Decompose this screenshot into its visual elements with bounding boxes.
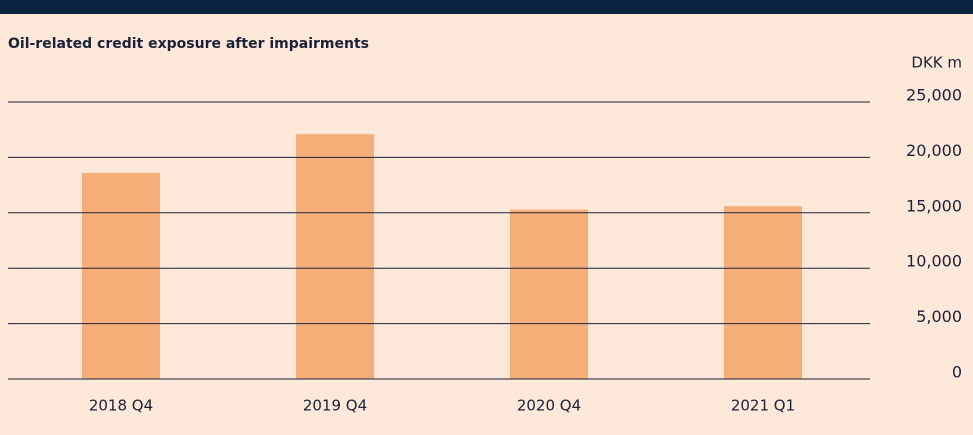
y-tick-label: 20,000 [906,141,962,160]
bar [724,206,802,379]
top-band [0,0,973,14]
bar [82,172,160,379]
y-tick-label: 0 [952,363,962,382]
y-tick-label: 25,000 [906,86,962,105]
x-tick-label: 2018 Q4 [89,397,153,415]
y-tick-label: 10,000 [906,252,962,271]
bar [510,209,588,379]
chart-title: Oil-related credit exposure after impair… [8,36,369,52]
y-tick-label: 15,000 [906,196,962,215]
y-axis-label: DKK m [911,54,962,72]
x-tick-label: 2019 Q4 [303,397,367,415]
x-tick-label: 2020 Q4 [517,397,581,415]
x-tick-label: 2021 Q1 [731,397,795,415]
y-tick-label: 5,000 [916,307,962,326]
bar [296,134,374,379]
